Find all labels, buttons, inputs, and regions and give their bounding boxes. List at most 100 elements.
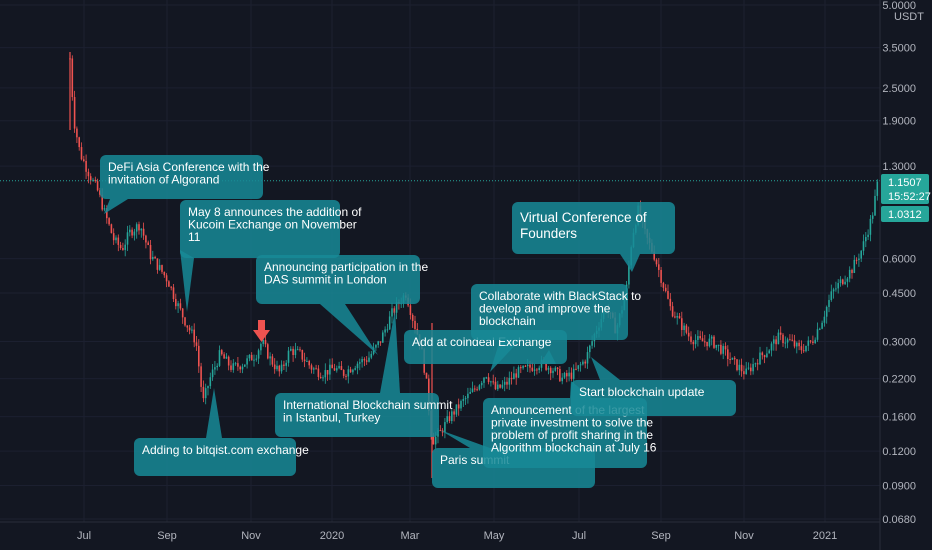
candle bbox=[865, 231, 867, 248]
candle bbox=[501, 380, 504, 390]
candle bbox=[513, 366, 515, 380]
callout-pointer bbox=[180, 250, 194, 312]
time-axis[interactable]: Jul Sep Nov 2020 Mar May Jul Sep Nov 2021 bbox=[0, 521, 880, 542]
candle bbox=[867, 229, 869, 241]
x-tick-label: 2020 bbox=[320, 530, 344, 542]
callout-box bbox=[471, 284, 628, 340]
candle bbox=[699, 330, 701, 340]
candle bbox=[287, 346, 290, 367]
x-tick-label: Jul bbox=[77, 530, 91, 542]
candle bbox=[446, 409, 448, 424]
candle bbox=[814, 337, 816, 345]
candle bbox=[342, 369, 345, 379]
candle bbox=[754, 362, 757, 368]
candle bbox=[531, 362, 534, 373]
callout-box bbox=[180, 200, 340, 258]
y-tick-label: 1.9000 bbox=[882, 116, 916, 128]
callout-box bbox=[512, 202, 675, 254]
candle bbox=[453, 409, 455, 422]
price-axis[interactable]: 5.0000 3.5000 2.5000 1.9000 1.3000 0.6000 0.45… bbox=[879, 0, 932, 550]
candle bbox=[267, 342, 269, 360]
candle bbox=[145, 234, 147, 249]
callout-text: DAS summit in London bbox=[264, 273, 387, 287]
candle bbox=[179, 298, 182, 311]
candle bbox=[706, 341, 708, 351]
callout-pointer bbox=[591, 357, 620, 380]
candle bbox=[752, 357, 754, 375]
candle bbox=[356, 361, 359, 375]
callout-text: develop and improve the bbox=[479, 302, 611, 316]
callout-pointer bbox=[440, 430, 490, 448]
candle bbox=[363, 357, 366, 367]
candle bbox=[96, 178, 99, 192]
candle bbox=[80, 142, 83, 161]
callout-text: Announcing participation in the bbox=[264, 260, 428, 274]
candle bbox=[211, 364, 214, 381]
candle bbox=[425, 372, 428, 379]
candle bbox=[727, 345, 729, 367]
callout-text: in Istanbul, Turkey bbox=[283, 411, 380, 425]
candle bbox=[738, 359, 741, 376]
candle bbox=[273, 358, 276, 374]
y-tick-label: 0.4500 bbox=[882, 288, 916, 300]
candle bbox=[319, 372, 322, 379]
candle bbox=[844, 275, 846, 286]
candle bbox=[365, 356, 368, 365]
candle bbox=[480, 380, 483, 389]
candle bbox=[846, 277, 849, 288]
candle bbox=[763, 354, 766, 364]
candle bbox=[315, 364, 317, 370]
candle bbox=[195, 335, 198, 351]
candle bbox=[729, 352, 731, 364]
callout-text: Adding to bitqist.com exchange bbox=[142, 443, 309, 457]
candle bbox=[830, 284, 833, 302]
candle bbox=[779, 326, 782, 341]
candle bbox=[285, 360, 287, 372]
x-tick-label: Mar bbox=[401, 530, 420, 542]
candle bbox=[177, 300, 179, 313]
candle bbox=[154, 255, 156, 259]
candle bbox=[669, 293, 672, 311]
candle bbox=[671, 301, 674, 318]
candle bbox=[522, 365, 524, 370]
candle bbox=[462, 395, 465, 407]
callout-text: invitation of Algorand bbox=[108, 173, 219, 187]
candle bbox=[855, 257, 858, 265]
candle bbox=[200, 362, 202, 393]
candle bbox=[191, 325, 193, 334]
callout-text: Founders bbox=[520, 226, 577, 241]
candle bbox=[122, 242, 124, 251]
y-tick-label: 0.0680 bbox=[882, 514, 916, 526]
candle bbox=[117, 234, 120, 252]
candle bbox=[662, 281, 665, 292]
candle bbox=[704, 334, 706, 347]
candle bbox=[708, 334, 711, 348]
callout-bitqist[interactable]: Adding to bitqist.com exchange bbox=[134, 438, 309, 476]
candle bbox=[683, 322, 685, 336]
candle bbox=[862, 234, 865, 256]
candle bbox=[584, 359, 586, 369]
callout-blockchain-update[interactable]: Start blockchain update bbox=[571, 380, 736, 416]
candle bbox=[133, 228, 136, 241]
callout-defi-asia[interactable]: DeFi Asia Conference with theinvitation … bbox=[100, 155, 270, 199]
x-tick-label: Nov bbox=[734, 530, 754, 542]
candle bbox=[536, 368, 538, 375]
candle bbox=[837, 279, 839, 294]
candle bbox=[563, 371, 566, 379]
prev-close-tag: 1.0312 bbox=[881, 206, 929, 222]
candle bbox=[250, 352, 253, 361]
candle bbox=[345, 374, 347, 381]
candle bbox=[775, 335, 777, 351]
candle bbox=[547, 365, 550, 375]
candle bbox=[575, 362, 577, 371]
candle bbox=[777, 329, 780, 345]
candle bbox=[720, 340, 722, 356]
candle bbox=[789, 334, 791, 341]
